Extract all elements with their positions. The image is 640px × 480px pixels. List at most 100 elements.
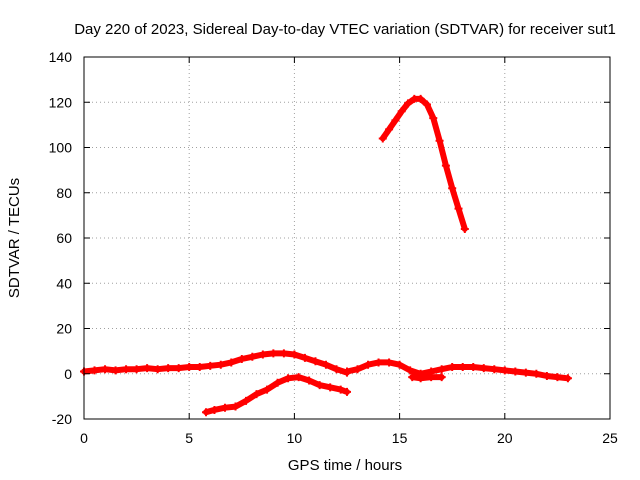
series-track-5 — [378, 94, 469, 233]
data-point — [195, 362, 204, 371]
data-point — [397, 107, 406, 116]
x-tick-label: 0 — [80, 430, 88, 446]
y-tick-label: 120 — [49, 94, 73, 110]
y-tick-label: 140 — [49, 49, 73, 65]
data-point — [227, 358, 236, 367]
data-point — [353, 365, 362, 374]
data-point — [406, 366, 415, 375]
data-point — [242, 396, 251, 405]
data-point — [143, 364, 152, 373]
data-point — [422, 100, 431, 109]
data-point — [269, 349, 278, 358]
data-point — [521, 368, 530, 377]
data-point — [437, 365, 446, 374]
data-point — [437, 373, 446, 382]
x-tick-label: 5 — [185, 430, 193, 446]
x-tick-label: 10 — [287, 430, 303, 446]
y-axis-ticks: -20 0 20 40 60 80 100 120 140 — [49, 49, 610, 427]
data-point — [416, 94, 425, 103]
data-point — [563, 374, 572, 383]
data-point — [279, 349, 288, 358]
data-point — [258, 350, 267, 359]
plot-frame — [83, 56, 611, 420]
data-point — [374, 358, 383, 367]
data-point — [404, 99, 413, 108]
data-point — [321, 360, 330, 369]
data-point — [174, 364, 183, 373]
grid — [84, 57, 610, 419]
data-point — [511, 367, 520, 376]
data-point — [231, 402, 240, 411]
y-tick-label: 20 — [56, 321, 72, 337]
data-point — [220, 403, 229, 412]
data-point — [237, 355, 246, 364]
x-tick-label: 15 — [392, 430, 408, 446]
data-point — [490, 365, 499, 374]
y-tick-label: 40 — [56, 275, 72, 291]
data-point — [448, 362, 457, 371]
data-point — [429, 114, 438, 123]
data-point — [441, 161, 450, 170]
data-point — [248, 352, 257, 361]
data-point — [448, 184, 457, 193]
series-line — [409, 374, 445, 382]
series-track-2 — [343, 358, 572, 383]
data-point — [210, 405, 219, 414]
series-track-4 — [202, 373, 351, 417]
data-point — [416, 374, 425, 383]
chart-title: Day 220 of 2023, Sidereal Day-to-day VTE… — [74, 21, 616, 38]
y-axis-label: SDTVAR / TECUs — [6, 178, 23, 298]
y-tick-label: 80 — [56, 185, 72, 201]
data-point — [385, 125, 394, 134]
data-point — [252, 390, 261, 399]
data-point — [311, 357, 320, 366]
data-point — [315, 381, 324, 390]
data-point — [263, 385, 272, 394]
data-point — [202, 408, 211, 417]
data-point — [427, 373, 436, 382]
data-point — [458, 362, 467, 371]
data-point — [300, 353, 309, 362]
data-point — [206, 361, 215, 370]
series-track-3 — [408, 373, 446, 383]
data-point — [435, 136, 444, 145]
y-tick-label: 100 — [49, 140, 73, 156]
series-line — [344, 359, 571, 382]
data-point — [385, 358, 394, 367]
data-series — [80, 94, 572, 417]
data-point — [460, 224, 469, 233]
data-point — [469, 362, 478, 371]
data-point — [553, 373, 562, 382]
data-point — [542, 372, 551, 381]
data-point — [336, 385, 345, 394]
data-point — [153, 365, 162, 374]
data-point — [500, 366, 509, 375]
data-point — [164, 364, 173, 373]
data-point — [326, 383, 335, 392]
data-point — [305, 376, 314, 385]
x-tick-label: 25 — [602, 430, 618, 446]
y-tick-label: 0 — [64, 366, 72, 382]
data-point — [343, 387, 351, 396]
data-point — [284, 374, 293, 383]
data-point — [364, 360, 373, 369]
data-point — [216, 360, 225, 369]
data-point — [122, 365, 131, 374]
data-point — [378, 134, 387, 143]
data-point — [273, 378, 282, 387]
data-point — [479, 364, 488, 373]
data-point — [111, 366, 120, 375]
x-axis-ticks: 0 5 10 15 20 25 — [80, 57, 618, 446]
y-tick-label: 60 — [56, 230, 72, 246]
data-point — [290, 350, 299, 359]
data-point — [408, 373, 417, 382]
data-point — [332, 365, 341, 374]
data-point — [395, 360, 404, 369]
x-tick-label: 20 — [497, 430, 513, 446]
x-axis-label: GPS time / hours — [288, 457, 402, 474]
series-track-1 — [80, 349, 351, 377]
data-point — [132, 365, 141, 374]
data-point — [391, 116, 400, 125]
data-point — [532, 369, 541, 378]
